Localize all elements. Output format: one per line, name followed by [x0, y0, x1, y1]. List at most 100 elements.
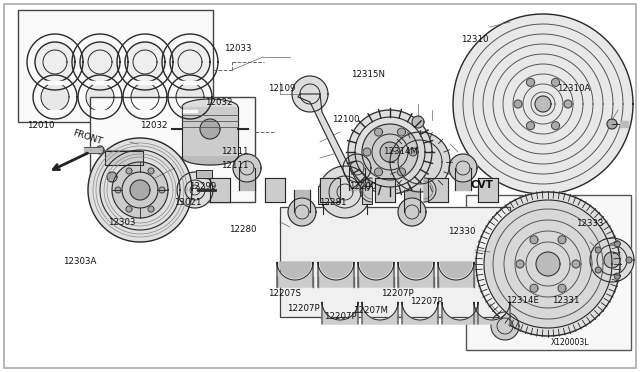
Text: 12207P: 12207P [381, 289, 414, 298]
Polygon shape [170, 42, 210, 82]
Polygon shape [626, 257, 632, 263]
Polygon shape [107, 172, 117, 182]
Polygon shape [449, 154, 477, 182]
Polygon shape [343, 154, 371, 182]
Polygon shape [478, 178, 498, 202]
Polygon shape [182, 107, 238, 157]
Polygon shape [404, 190, 420, 212]
Text: 12299: 12299 [189, 182, 217, 191]
Text: 12280: 12280 [229, 225, 257, 234]
Polygon shape [424, 178, 436, 202]
Text: 12032: 12032 [205, 98, 232, 107]
Polygon shape [590, 238, 634, 282]
Polygon shape [279, 262, 311, 278]
Polygon shape [41, 83, 69, 111]
Bar [90, 97, 255, 202]
Polygon shape [558, 284, 566, 292]
Polygon shape [360, 178, 372, 202]
Bar [362, 186, 372, 204]
Polygon shape [239, 168, 255, 190]
Polygon shape [516, 260, 524, 268]
Polygon shape [400, 262, 432, 278]
Text: 12330: 12330 [448, 227, 476, 236]
Polygon shape [527, 78, 534, 86]
Polygon shape [210, 178, 230, 202]
Polygon shape [130, 180, 150, 200]
Text: 12010: 12010 [27, 121, 54, 130]
Polygon shape [35, 42, 75, 82]
Text: 12207P: 12207P [410, 297, 442, 306]
Polygon shape [614, 273, 620, 279]
Text: CVT: CVT [470, 180, 493, 190]
Polygon shape [318, 262, 354, 287]
Polygon shape [595, 267, 601, 273]
Polygon shape [362, 302, 398, 324]
Text: 12314E: 12314E [506, 296, 539, 305]
Polygon shape [233, 154, 261, 182]
Polygon shape [125, 42, 165, 82]
Polygon shape [374, 168, 383, 176]
Polygon shape [319, 166, 371, 218]
Polygon shape [126, 206, 132, 212]
Polygon shape [265, 178, 285, 202]
Polygon shape [363, 148, 371, 156]
Text: 12207S: 12207S [268, 289, 301, 298]
Polygon shape [442, 302, 478, 324]
Polygon shape [126, 168, 132, 174]
Text: 12207P: 12207P [287, 304, 319, 312]
Polygon shape [620, 121, 628, 127]
Polygon shape [614, 241, 620, 247]
Text: 12310A: 12310A [557, 84, 590, 93]
Polygon shape [348, 110, 432, 194]
Polygon shape [397, 128, 406, 136]
Polygon shape [491, 312, 519, 340]
Text: 13021: 13021 [174, 198, 202, 207]
Polygon shape [428, 178, 448, 202]
Text: 12111: 12111 [221, 147, 249, 155]
Polygon shape [159, 187, 165, 193]
Polygon shape [96, 146, 104, 154]
Polygon shape [80, 42, 120, 82]
Polygon shape [360, 262, 392, 278]
Text: 12111: 12111 [221, 161, 249, 170]
Polygon shape [115, 187, 121, 193]
Bar [466, 195, 631, 350]
Polygon shape [176, 83, 204, 111]
Polygon shape [552, 78, 559, 86]
Text: 12109: 12109 [268, 84, 295, 93]
Polygon shape [607, 119, 617, 129]
Polygon shape [514, 100, 522, 108]
Text: 12032: 12032 [140, 121, 167, 130]
Polygon shape [536, 252, 560, 276]
Text: 12207P: 12207P [324, 312, 356, 321]
Polygon shape [292, 76, 328, 112]
Polygon shape [374, 128, 383, 136]
Polygon shape [148, 206, 154, 212]
Polygon shape [484, 200, 612, 328]
Polygon shape [572, 260, 580, 268]
Polygon shape [440, 262, 472, 278]
Bar [18, 10, 213, 122]
Text: 12200: 12200 [349, 182, 376, 191]
Polygon shape [288, 198, 316, 226]
Polygon shape [438, 262, 474, 287]
Polygon shape [595, 247, 601, 253]
Polygon shape [409, 148, 417, 156]
Polygon shape [453, 14, 633, 194]
Polygon shape [148, 168, 154, 174]
Text: 12100: 12100 [332, 115, 359, 124]
Polygon shape [131, 83, 159, 111]
Text: X120003L: X120003L [550, 338, 589, 347]
Polygon shape [398, 198, 426, 226]
Text: 12314M: 12314M [383, 147, 418, 156]
Polygon shape [380, 142, 400, 162]
Polygon shape [182, 157, 238, 165]
Polygon shape [88, 138, 192, 242]
Bar [280, 207, 510, 317]
Polygon shape [358, 262, 394, 287]
Polygon shape [349, 168, 365, 190]
Polygon shape [362, 124, 418, 180]
Polygon shape [474, 302, 510, 324]
Polygon shape [476, 192, 620, 336]
Polygon shape [530, 284, 538, 292]
